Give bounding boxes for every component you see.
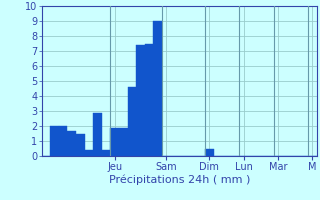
Bar xyxy=(102,150,110,156)
Bar xyxy=(93,112,102,156)
Bar xyxy=(84,150,93,156)
Bar xyxy=(59,126,68,156)
Bar xyxy=(205,148,214,156)
Bar xyxy=(50,126,59,156)
X-axis label: Précipitations 24h ( mm ): Précipitations 24h ( mm ) xyxy=(108,174,250,185)
Bar xyxy=(136,45,145,156)
Bar xyxy=(128,87,136,156)
Bar xyxy=(110,128,119,156)
Bar xyxy=(68,130,76,156)
Bar xyxy=(76,134,84,156)
Bar xyxy=(145,44,153,156)
Bar xyxy=(119,128,128,156)
Bar xyxy=(153,21,162,156)
